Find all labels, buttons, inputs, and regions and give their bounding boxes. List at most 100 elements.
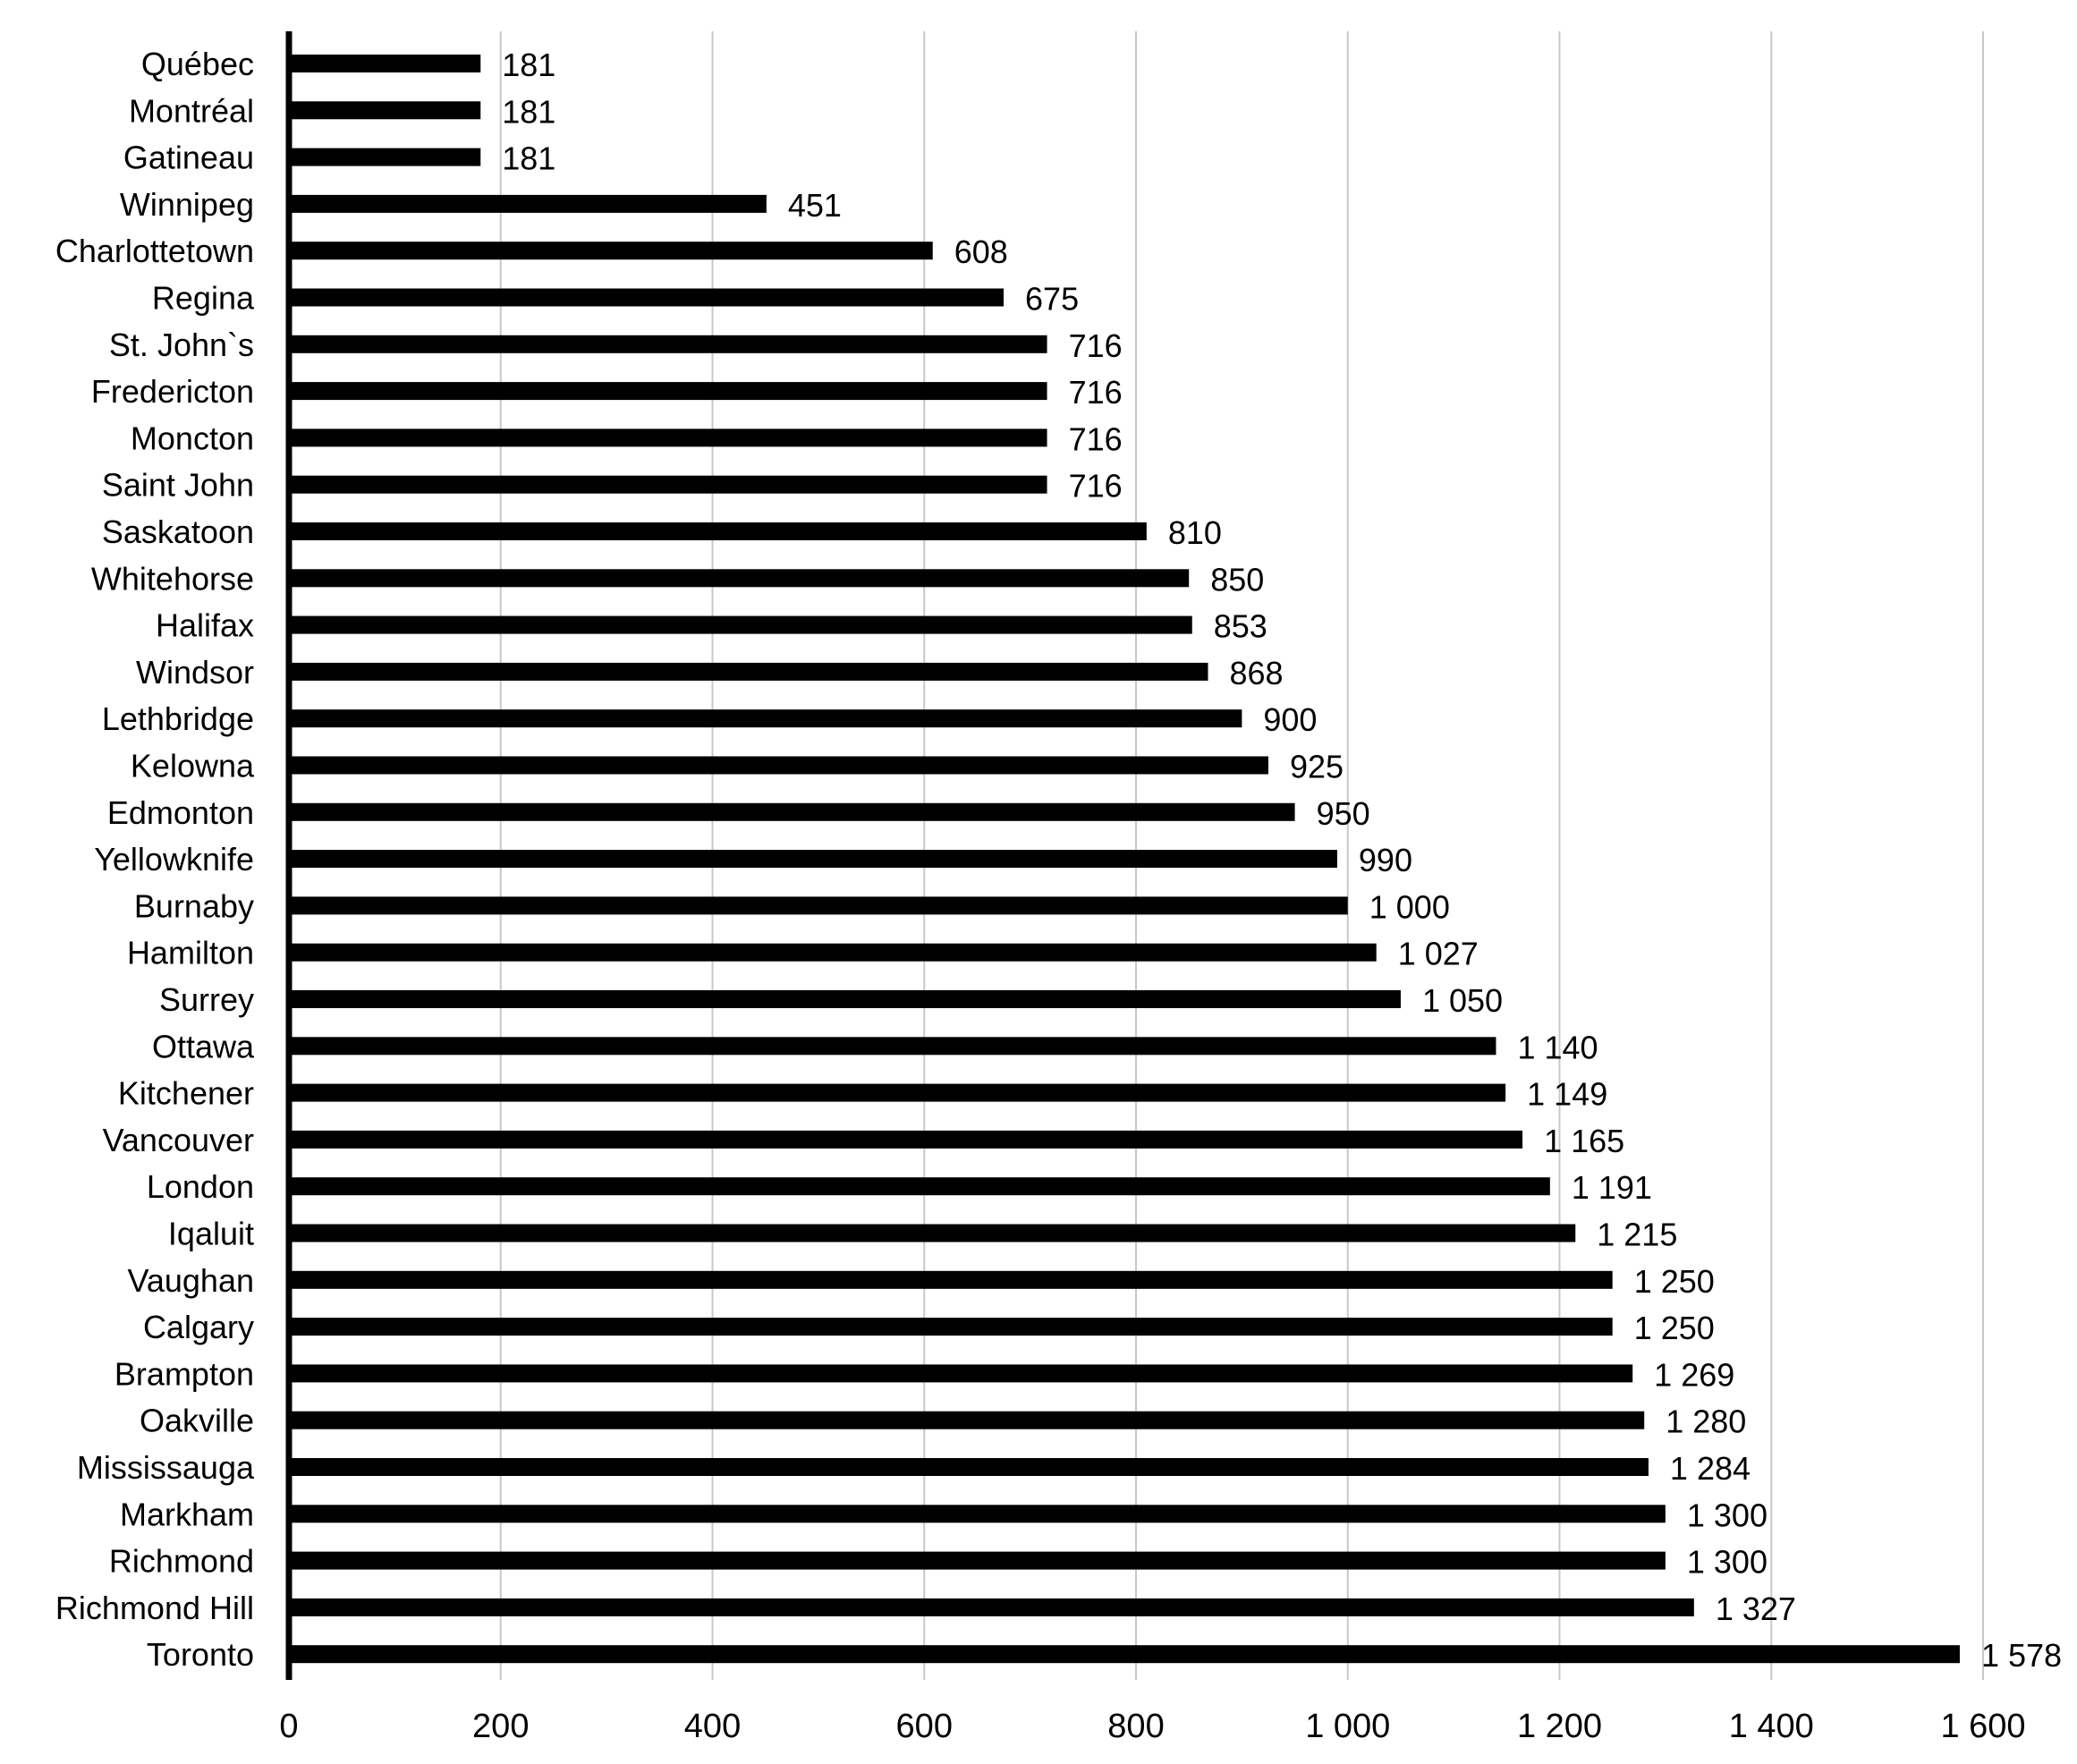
category-label: Ottawa — [152, 1028, 255, 1064]
category-label: Iqaluit — [168, 1216, 254, 1252]
bar — [289, 1551, 1666, 1570]
bar — [289, 1083, 1506, 1102]
bar — [289, 1505, 1666, 1523]
data-label: 716 — [1069, 420, 1123, 457]
data-label: 1 250 — [1634, 1310, 1715, 1346]
bar — [289, 1224, 1576, 1242]
category-label: Richmond Hill — [55, 1590, 254, 1626]
bar — [289, 1645, 1960, 1664]
category-label: Windsor — [136, 654, 254, 691]
data-label: 716 — [1069, 327, 1123, 364]
bar — [289, 756, 1268, 775]
category-label: Fredericton — [91, 373, 254, 410]
data-label: 810 — [1168, 514, 1222, 551]
category-label: Toronto — [147, 1636, 254, 1673]
category-label: Regina — [152, 280, 255, 317]
data-label: 1 027 — [1398, 936, 1479, 972]
x-tick-label: 0 — [279, 1708, 298, 1745]
bar — [289, 428, 1047, 447]
category-label: St. John`s — [109, 327, 254, 363]
data-label: 1 269 — [1654, 1356, 1734, 1393]
data-label: 950 — [1317, 795, 1370, 832]
data-label: 675 — [1025, 281, 1079, 318]
data-label: 1 250 — [1634, 1263, 1715, 1300]
data-label: 1 149 — [1527, 1076, 1607, 1113]
data-label: 716 — [1069, 374, 1123, 411]
x-tick-label: 1 400 — [1729, 1708, 1814, 1745]
data-label: 1 578 — [1981, 1637, 2062, 1674]
category-label: Yellowknife — [94, 841, 254, 878]
data-label: 716 — [1069, 468, 1123, 505]
x-tick-label: 1 200 — [1517, 1708, 1602, 1745]
data-label: 925 — [1290, 749, 1344, 785]
data-label: 451 — [788, 187, 842, 224]
category-label: Vaughan — [128, 1262, 254, 1299]
data-label: 1 327 — [1716, 1590, 1796, 1627]
bar — [289, 709, 1242, 728]
data-label: 900 — [1263, 701, 1317, 738]
category-label: Brampton — [114, 1355, 254, 1392]
category-label: Edmonton — [107, 794, 254, 831]
category-label: Surrey — [159, 981, 254, 1018]
bar — [289, 242, 933, 260]
bar — [289, 55, 481, 72]
category-label: Québec — [141, 46, 254, 82]
bar — [289, 1270, 1613, 1289]
bar — [289, 335, 1047, 353]
category-label: Kitchener — [118, 1075, 254, 1112]
category-label: Hamilton — [127, 935, 254, 971]
category-label: Oakville — [140, 1403, 254, 1439]
bar — [289, 1130, 1523, 1149]
data-label: 853 — [1214, 608, 1267, 645]
bar — [289, 148, 481, 166]
bar — [289, 943, 1377, 962]
bar — [289, 615, 1192, 634]
category-label: Saskatoon — [102, 513, 254, 550]
category-label: Lethbridge — [102, 700, 254, 737]
x-tick-label: 200 — [472, 1708, 529, 1745]
bar — [289, 522, 1147, 540]
labels: 0 200 400 600 800 1 000 1 200 1 400 1 600 Québec 1… — [55, 46, 2062, 1745]
bar — [289, 896, 1348, 915]
bars — [289, 55, 1960, 1664]
category-label: Richmond — [109, 1543, 254, 1580]
data-label: 1 215 — [1597, 1217, 1677, 1253]
bar — [289, 990, 1401, 1008]
data-label: 1 140 — [1517, 1029, 1598, 1065]
data-label: 608 — [954, 233, 1008, 270]
category-label: Markham — [120, 1496, 254, 1532]
bar — [289, 1598, 1694, 1616]
bar — [289, 802, 1295, 821]
category-label: Halifax — [156, 607, 254, 644]
category-label: London — [147, 1168, 254, 1205]
data-label: 990 — [1359, 842, 1412, 878]
x-tick-label: 1 000 — [1305, 1708, 1390, 1745]
data-label: 1 165 — [1544, 1123, 1624, 1159]
category-label: Montréal — [129, 92, 254, 129]
category-label: Moncton — [131, 420, 254, 456]
x-tick-label: 1 600 — [1940, 1708, 2025, 1745]
data-label: 181 — [502, 93, 555, 130]
bar — [289, 1411, 1645, 1429]
data-label: 1 300 — [1687, 1497, 1768, 1533]
category-label: Charlottetown — [55, 233, 254, 269]
category-label: Saint John — [102, 467, 254, 504]
bar — [289, 101, 481, 120]
data-label: 1 300 — [1687, 1544, 1768, 1581]
category-label: Vancouver — [103, 1122, 254, 1158]
bar — [289, 1037, 1496, 1056]
bar — [289, 850, 1337, 869]
category-label: Whitehorse — [91, 560, 254, 597]
category-label: Kelowna — [131, 748, 255, 784]
data-label: 1 280 — [1666, 1404, 1746, 1440]
bar — [289, 194, 767, 213]
bar — [289, 382, 1047, 401]
category-label: Calgary — [143, 1309, 254, 1345]
data-label: 1 191 — [1572, 1169, 1652, 1206]
data-label: 850 — [1210, 561, 1264, 598]
category-label: Mississauga — [77, 1449, 255, 1486]
data-label: 1 050 — [1422, 982, 1503, 1019]
bar — [289, 1458, 1649, 1476]
